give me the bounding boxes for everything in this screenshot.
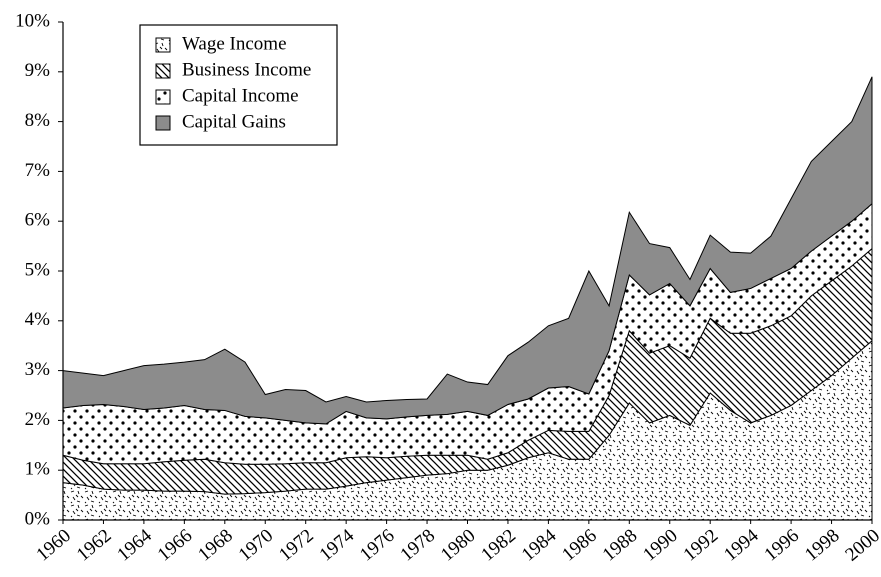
y-tick-label: 6% bbox=[25, 210, 51, 231]
y-tick-label: 5% bbox=[25, 259, 51, 280]
legend-label: Wage Income bbox=[182, 33, 287, 54]
legend-swatch bbox=[155, 115, 171, 131]
x-tick-label: 1960 bbox=[32, 525, 75, 566]
y-tick-label: 4% bbox=[25, 309, 51, 330]
y-tick-label: 10% bbox=[15, 10, 50, 31]
legend-swatch bbox=[155, 63, 171, 79]
y-tick-label: 8% bbox=[25, 110, 51, 131]
y-tick-label: 2% bbox=[25, 409, 51, 430]
y-tick-label: 3% bbox=[25, 359, 51, 380]
legend-swatch bbox=[155, 37, 171, 53]
x-tick-label: 1992 bbox=[680, 525, 723, 566]
x-tick-label: 1996 bbox=[761, 525, 804, 566]
legend-swatch bbox=[155, 89, 171, 105]
x-tick-label: 1964 bbox=[113, 525, 156, 566]
x-tick-label: 1984 bbox=[518, 525, 561, 566]
y-tick-label: 0% bbox=[25, 508, 51, 529]
x-tick-label: 1974 bbox=[316, 525, 359, 566]
x-tick-label: 1988 bbox=[599, 525, 642, 566]
x-tick-label: 1972 bbox=[275, 525, 318, 566]
y-tick-label: 9% bbox=[25, 60, 51, 81]
x-tick-label: 1982 bbox=[477, 525, 520, 566]
legend-label: Capital Gains bbox=[182, 111, 286, 132]
legend-label: Capital Income bbox=[182, 85, 299, 106]
x-tick-label: 1994 bbox=[720, 525, 763, 566]
x-tick-label: 1968 bbox=[194, 525, 237, 566]
legend-label: Business Income bbox=[182, 59, 311, 80]
y-tick-label: 7% bbox=[25, 160, 51, 181]
area bbox=[62, 76, 873, 425]
legend-box bbox=[139, 24, 338, 146]
x-tick-label: 1990 bbox=[639, 525, 682, 566]
x-tick-label: 2000 bbox=[841, 525, 881, 566]
y-tick-label: 1% bbox=[25, 459, 51, 480]
x-tick-label: 1970 bbox=[235, 525, 278, 566]
x-tick-label: 1998 bbox=[801, 525, 844, 566]
x-tick-label: 1978 bbox=[396, 525, 439, 566]
x-tick-label: 1986 bbox=[558, 525, 601, 566]
x-tick-label: 1976 bbox=[356, 525, 399, 566]
x-tick-label: 1980 bbox=[437, 525, 480, 566]
x-tick-label: 1966 bbox=[154, 525, 197, 566]
x-tick-label: 1962 bbox=[73, 525, 116, 566]
